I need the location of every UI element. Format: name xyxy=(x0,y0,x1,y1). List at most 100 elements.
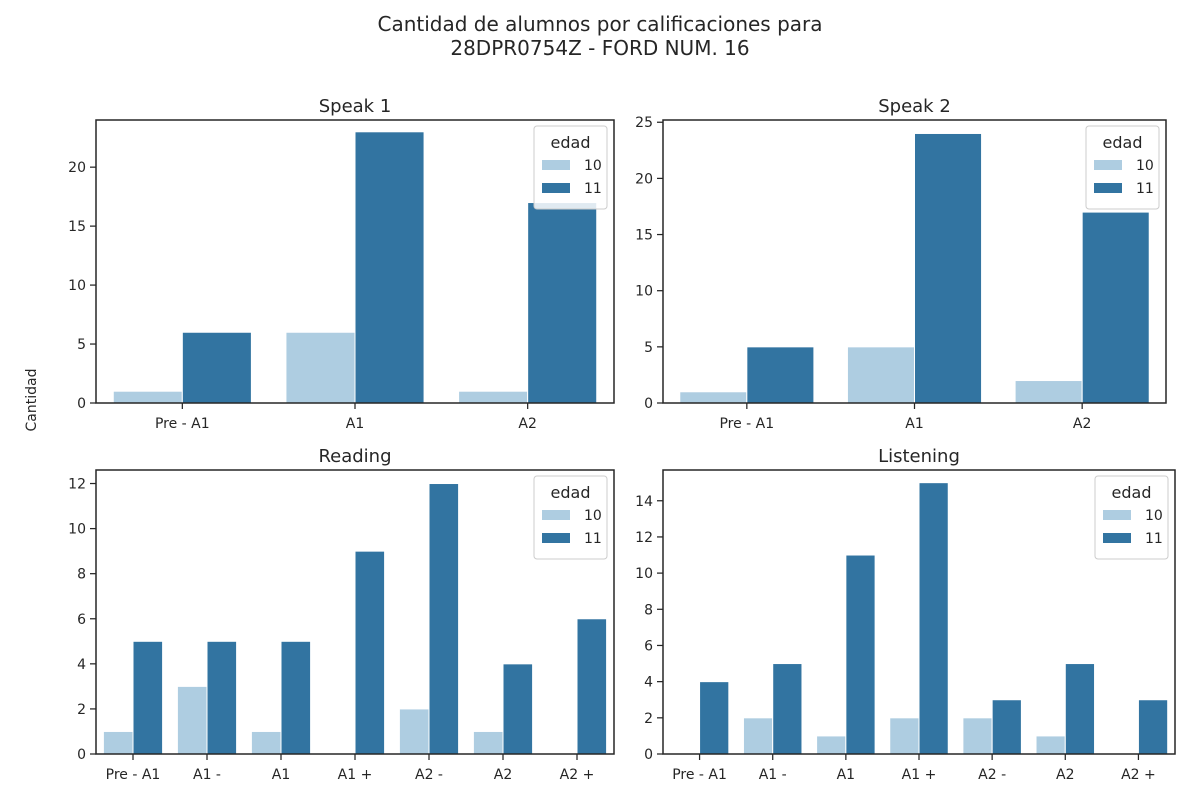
y-tick-label: 12 xyxy=(635,530,653,546)
chart-title: Listening xyxy=(878,446,960,467)
bar-a1-edad-11 xyxy=(914,132,983,404)
y-tick-label: 14 xyxy=(635,494,653,510)
y-tick-label: 25 xyxy=(635,115,653,131)
x-tick-label: A1 xyxy=(272,767,290,783)
axes-frame xyxy=(95,119,615,404)
bar-a1-edad-11 xyxy=(918,482,949,755)
legend-title: edad xyxy=(1112,483,1152,502)
y-tick-label: 10 xyxy=(635,566,653,582)
y-tick-label: 6 xyxy=(77,612,86,628)
y-tick-label: 10 xyxy=(635,284,653,300)
y-tick-label: 0 xyxy=(644,396,653,412)
bar-a2-edad-11 xyxy=(527,202,598,404)
bar-pre-a1-edad-11 xyxy=(746,346,815,404)
bar-a1-edad-11 xyxy=(206,640,238,755)
y-tick-label: 4 xyxy=(644,675,653,691)
legend-swatch-11 xyxy=(542,183,570,193)
x-tick-label: Pre - A1 xyxy=(672,767,727,783)
axes-frame xyxy=(662,119,1167,404)
x-tick-label: A2 + xyxy=(560,767,595,783)
bar-pre-a1-edad-11 xyxy=(181,331,252,404)
bar-a2-edad-11 xyxy=(502,663,534,755)
y-tick-label: 10 xyxy=(68,522,86,538)
legend-swatch-11 xyxy=(1094,183,1122,193)
y-tick-label: 0 xyxy=(77,396,86,412)
y-tick-label: 8 xyxy=(644,602,653,618)
chart-title: Speak 2 xyxy=(878,96,951,117)
chart-title: Speak 1 xyxy=(319,96,392,117)
bar-pre-a1-edad-11 xyxy=(132,640,164,755)
bar-a1-edad-11 xyxy=(354,131,425,404)
x-tick-label: A2 - xyxy=(415,767,443,783)
bar-a2-edad-11 xyxy=(1081,211,1150,404)
x-tick-label: A2 xyxy=(494,767,512,783)
legend-swatch-10 xyxy=(542,510,570,520)
legend-label-10: 10 xyxy=(584,158,602,174)
bar-a1-edad-10 xyxy=(889,717,920,755)
legend-swatch-10 xyxy=(542,160,570,170)
x-tick-label: A1 xyxy=(346,416,364,432)
x-tick-label: A1 xyxy=(837,767,855,783)
bar-a2-edad-11 xyxy=(1064,663,1096,755)
legend-swatch-10 xyxy=(1094,160,1122,170)
figure-title-line-2: 28DPR0754Z - FORD NUM. 16 xyxy=(450,36,750,60)
x-tick-label: A1 - xyxy=(759,767,787,783)
legend: edad 10 11 xyxy=(533,125,608,210)
legend-label-11: 11 xyxy=(584,181,602,197)
legend-swatch-10 xyxy=(1103,510,1131,520)
x-tick-label: A2 xyxy=(518,416,536,432)
bar-a1-edad-11 xyxy=(772,663,803,755)
x-tick-label: A1 - xyxy=(193,767,221,783)
bar-a1-edad-10 xyxy=(816,735,847,755)
x-tick-label: Pre - A1 xyxy=(719,416,774,432)
bar-a2-edad-10 xyxy=(962,717,993,755)
bar-a1-edad-10 xyxy=(742,717,774,755)
y-tick-label: 15 xyxy=(635,228,653,244)
y-tick-label: 8 xyxy=(77,567,86,583)
y-tick-label: 20 xyxy=(68,160,86,176)
bar-a2-edad-11 xyxy=(428,483,460,755)
bar-a1-edad-11 xyxy=(280,640,312,755)
legend: edad 10 11 xyxy=(1094,475,1169,560)
bar-a2-edad-11 xyxy=(1137,699,1169,755)
legend-label-11: 11 xyxy=(1136,181,1154,197)
y-tick-label: 4 xyxy=(77,657,86,673)
x-tick-label: A1 + xyxy=(338,767,373,783)
y-tick-label: 10 xyxy=(68,278,86,294)
bar-a1-edad-11 xyxy=(354,550,386,755)
bar-pre-a1-edad-11 xyxy=(699,681,730,755)
y-tick-label: 12 xyxy=(68,477,86,493)
legend-label-11: 11 xyxy=(584,531,602,547)
y-tick-label: 15 xyxy=(68,219,86,235)
legend: edad 10 11 xyxy=(1085,125,1160,210)
y-tick-label: 0 xyxy=(644,747,653,763)
axes-frame xyxy=(95,469,615,755)
legend-label-11: 11 xyxy=(1145,531,1163,547)
x-tick-label: A2 xyxy=(1073,416,1091,432)
legend-swatch-11 xyxy=(542,533,570,543)
bar-a1-edad-10 xyxy=(176,685,208,755)
y-tick-label: 2 xyxy=(77,702,86,718)
legend-label-10: 10 xyxy=(584,508,602,524)
x-tick-label: Pre - A1 xyxy=(106,767,161,783)
y-tick-label: 20 xyxy=(635,171,653,187)
legend-swatch-11 xyxy=(1103,533,1131,543)
x-tick-label: A2 + xyxy=(1121,767,1156,783)
chart-title: Reading xyxy=(318,446,391,467)
y-tick-label: 6 xyxy=(644,638,653,654)
x-tick-label: A2 - xyxy=(978,767,1006,783)
axes-frame xyxy=(662,469,1176,755)
legend-title: edad xyxy=(1103,133,1143,152)
y-tick-label: 5 xyxy=(644,340,653,356)
legend-label-10: 10 xyxy=(1145,508,1163,524)
bar-a2-edad-11 xyxy=(576,618,608,755)
legend: edad 10 11 xyxy=(533,475,608,560)
x-tick-label: A1 + xyxy=(902,767,937,783)
y-tick-label: 0 xyxy=(77,747,86,763)
legend-title: edad xyxy=(551,133,591,152)
y-tick-label: 2 xyxy=(644,711,653,727)
